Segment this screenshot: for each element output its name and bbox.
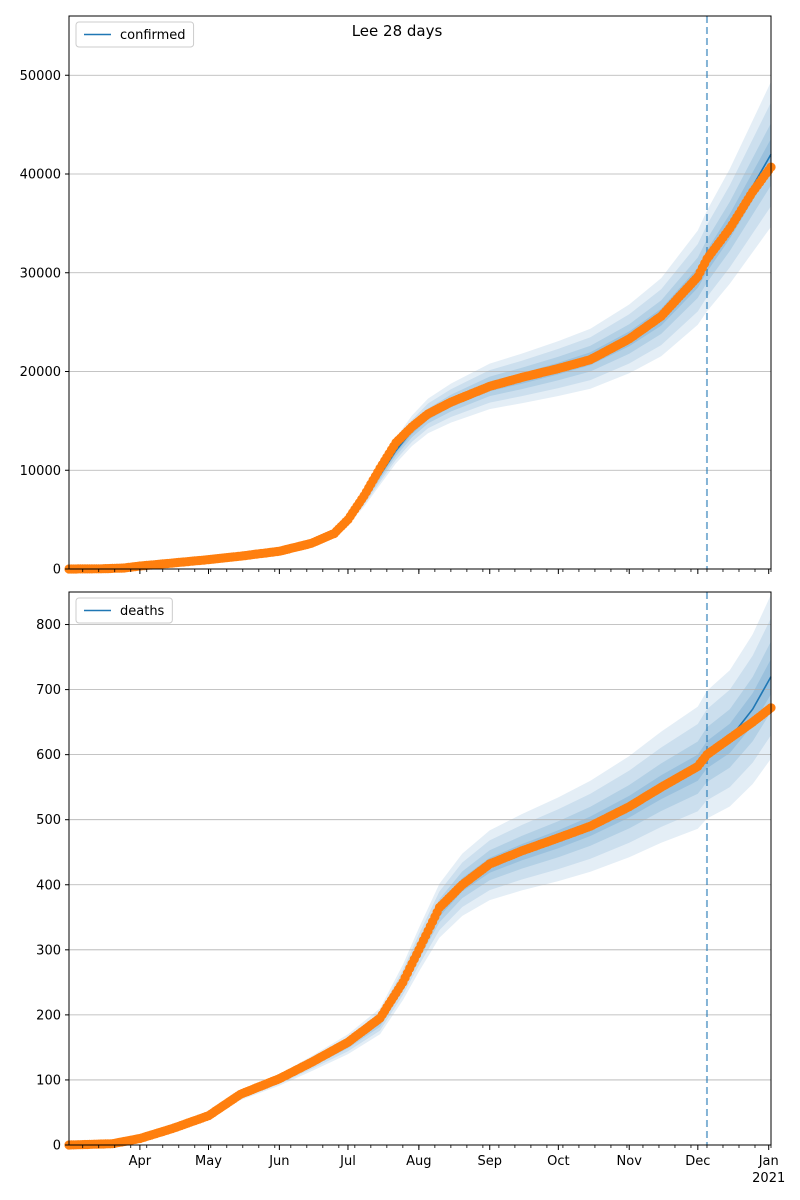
deaths-legend-label: deaths — [120, 604, 165, 619]
deaths-uncertainty-bands — [69, 594, 771, 1145]
confirmed-uncertainty-bands — [69, 81, 771, 570]
confirmed-legend: confirmed — [75, 21, 195, 48]
x-tick-label: Jul — [339, 1154, 356, 1169]
confirmed-observed-points — [64, 162, 776, 574]
uncertainty-band — [69, 102, 771, 570]
x-tick-label: Nov — [617, 1154, 643, 1169]
uncertainty-band — [69, 594, 771, 1145]
uncertainty-band — [69, 618, 771, 1145]
y-tick-label: 20000 — [20, 365, 61, 380]
deaths-plot-frame — [68, 591, 772, 1146]
confirmed-plot-frame — [68, 15, 772, 570]
x-tick-label: Jan — [758, 1154, 779, 1169]
x-tick-label: Sep — [477, 1154, 502, 1169]
y-tick-label: 10000 — [20, 464, 61, 479]
deaths-y-axis: 0 100 200 300 400 500 600 700 800 — [36, 618, 69, 1154]
x-tick-label: Dec — [685, 1154, 710, 1169]
x-tick-label: Oct — [547, 1154, 569, 1169]
y-tick-label: 0 — [53, 1139, 61, 1154]
y-tick-label: 800 — [36, 618, 61, 633]
y-tick-label: 500 — [36, 813, 61, 828]
y-tick-label: 30000 — [20, 266, 61, 281]
deaths-legend: deaths — [75, 597, 173, 624]
y-tick-label: 300 — [36, 943, 61, 958]
deaths-chart: 0 100 200 300 400 500 600 700 800 Apr May Jun Jul Au… — [36, 591, 785, 1186]
deaths-x-axis: Apr May Jun Jul Aug Sep Oct Nov Dec Jan 2021 — [82, 1145, 785, 1186]
confirmed-y-axis: 0 10000 20000 30000 40000 50000 — [20, 69, 69, 578]
figure-title: Lee 28 days — [352, 22, 443, 40]
confirmed-x-axis — [82, 569, 772, 574]
confirmed-legend-label: confirmed — [120, 28, 186, 43]
uncertainty-band — [69, 123, 771, 569]
y-tick-label: 40000 — [20, 168, 61, 183]
confirmed-chart: 0 10000 20000 30000 40000 50000 confirmed — [20, 15, 776, 578]
uncertainty-band — [69, 641, 771, 1145]
y-tick-label: 200 — [36, 1008, 61, 1023]
y-tick-label: 50000 — [20, 69, 61, 84]
y-tick-label: 0 — [53, 563, 61, 578]
deaths-observed-points — [64, 703, 776, 1150]
y-tick-label: 100 — [36, 1073, 61, 1088]
deaths-legend-box — [75, 597, 173, 624]
y-tick-label: 600 — [36, 748, 61, 763]
x-tick-label: Aug — [406, 1154, 431, 1169]
deaths-grid — [69, 624, 771, 1146]
y-tick-label: 400 — [36, 878, 61, 893]
x-tick-year-label: 2021 — [752, 1171, 785, 1186]
x-tick-label: Jun — [268, 1154, 289, 1169]
uncertainty-band — [69, 81, 771, 569]
y-tick-label: 700 — [36, 683, 61, 698]
x-tick-label: May — [195, 1154, 222, 1169]
confirmed-legend-box — [75, 21, 195, 48]
confirmed-fit-line — [68, 153, 772, 570]
uncertainty-band — [69, 138, 771, 569]
x-tick-label: Apr — [129, 1154, 152, 1169]
